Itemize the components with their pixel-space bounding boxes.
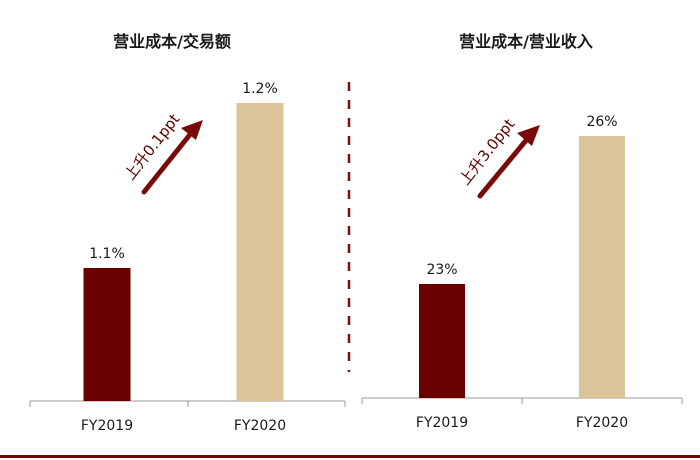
left-data-label-fy2020: 1.2% [242,81,278,97]
left-chart-panel: 营业成本/交易额 1.1% 1.2% FY2019 FY2020 上升0.1pp… [29,32,346,434]
right-chart-title: 营业成本/营业收入 [459,32,593,51]
left-rise-arrow-shaft [141,129,195,195]
left-bar-fy2019 [83,268,131,401]
right-rise-arrow-head [517,125,540,146]
right-bar-fy2020 [579,136,625,398]
right-data-label-fy2019: 23% [426,262,457,278]
right-rise-arrow-shaft [477,135,531,199]
left-bar-fy2020 [236,103,284,401]
left-rise-annotation: 上升0.1ppt [121,110,184,183]
right-chart-panel: 营业成本/营业收入 23% 26% FY2019 FY2020 上升3.0ppt [361,32,683,431]
left-category-fy2019: FY2019 [81,418,133,434]
left-category-fy2020: FY2020 [234,418,286,434]
left-rise-arrow-head [181,120,203,140]
right-data-label-fy2020: 26% [586,114,617,130]
left-chart-title: 营业成本/交易额 [113,32,231,51]
right-category-fy2019: FY2019 [416,415,468,431]
right-rise-annotation: 上升3.0ppt [456,115,519,188]
bottom-rule [0,455,700,458]
right-bar-fy2019 [419,284,465,398]
right-category-fy2020: FY2020 [576,415,628,431]
left-data-label-fy2019: 1.1% [89,246,125,262]
